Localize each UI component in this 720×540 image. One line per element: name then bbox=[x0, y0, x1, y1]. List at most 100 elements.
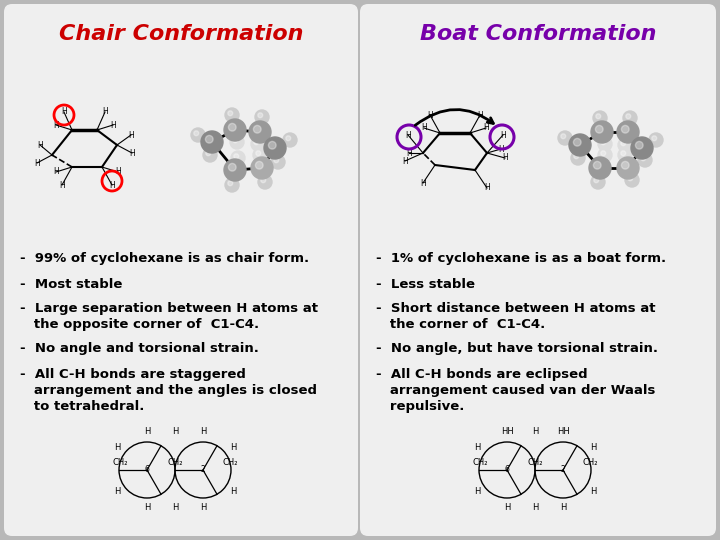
Text: H: H bbox=[172, 428, 178, 436]
Text: H: H bbox=[114, 488, 120, 496]
Text: 2: 2 bbox=[561, 465, 565, 475]
Text: H: H bbox=[59, 180, 65, 190]
Text: H: H bbox=[402, 157, 408, 165]
Circle shape bbox=[249, 121, 271, 143]
Circle shape bbox=[269, 141, 276, 149]
Circle shape bbox=[224, 119, 246, 141]
Text: H: H bbox=[61, 107, 67, 117]
Text: -  No angle and torsional strain.: - No angle and torsional strain. bbox=[20, 342, 259, 355]
Circle shape bbox=[561, 134, 566, 139]
Circle shape bbox=[228, 111, 233, 116]
Text: -  All C-H bonds are eclipsed
   arrangement caused van der Waals
   repulsive.: - All C-H bonds are eclipsed arrangement… bbox=[376, 368, 655, 413]
Text: -  Less stable: - Less stable bbox=[376, 278, 475, 291]
Circle shape bbox=[283, 133, 297, 147]
Circle shape bbox=[649, 133, 663, 147]
Circle shape bbox=[286, 136, 291, 141]
Text: H: H bbox=[128, 131, 134, 139]
Text: CH₂: CH₂ bbox=[112, 458, 127, 467]
Text: H: H bbox=[502, 153, 508, 163]
Circle shape bbox=[638, 153, 652, 167]
Text: H: H bbox=[590, 443, 596, 453]
Text: CH₂: CH₂ bbox=[472, 458, 487, 467]
Circle shape bbox=[574, 154, 579, 159]
Circle shape bbox=[233, 138, 238, 143]
Circle shape bbox=[569, 134, 591, 156]
Text: H: H bbox=[200, 428, 206, 436]
Circle shape bbox=[628, 176, 633, 181]
Text: 6: 6 bbox=[145, 465, 150, 475]
Circle shape bbox=[595, 125, 603, 133]
Text: H: H bbox=[34, 159, 40, 167]
Circle shape bbox=[598, 148, 612, 162]
Circle shape bbox=[251, 137, 265, 151]
Text: CH₂: CH₂ bbox=[582, 458, 598, 467]
FancyBboxPatch shape bbox=[360, 4, 716, 536]
Circle shape bbox=[231, 151, 245, 165]
Text: H: H bbox=[144, 503, 150, 512]
Text: 2: 2 bbox=[201, 465, 205, 475]
Text: H: H bbox=[129, 148, 135, 158]
Circle shape bbox=[228, 164, 236, 171]
Circle shape bbox=[594, 178, 599, 183]
Circle shape bbox=[635, 141, 643, 149]
Text: Boat Conformation: Boat Conformation bbox=[420, 24, 656, 44]
Text: H: H bbox=[115, 167, 121, 177]
Circle shape bbox=[253, 125, 261, 133]
Text: H: H bbox=[498, 145, 504, 153]
Circle shape bbox=[261, 178, 266, 183]
Text: -  All C-H bonds are staggered
   arrangement and the angles is closed
   to tet: - All C-H bonds are staggered arrangemen… bbox=[20, 368, 317, 413]
Text: -  No angle, but have torsional strain.: - No angle, but have torsional strain. bbox=[376, 342, 658, 355]
Text: H: H bbox=[532, 503, 538, 512]
Circle shape bbox=[228, 181, 233, 186]
Text: H: H bbox=[474, 488, 480, 496]
Circle shape bbox=[591, 175, 605, 189]
Text: HH: HH bbox=[557, 428, 570, 436]
Circle shape bbox=[191, 128, 205, 142]
Text: H: H bbox=[477, 111, 483, 119]
Text: H: H bbox=[114, 443, 120, 453]
Text: H: H bbox=[420, 179, 426, 187]
Text: -  Large separation between H atoms at
   the opposite corner of  C1-C4.: - Large separation between H atoms at th… bbox=[20, 302, 318, 331]
Circle shape bbox=[256, 161, 263, 169]
Circle shape bbox=[258, 175, 272, 189]
Text: H: H bbox=[144, 428, 150, 436]
Circle shape bbox=[234, 154, 239, 159]
Circle shape bbox=[258, 113, 263, 118]
Circle shape bbox=[274, 158, 279, 163]
Text: H: H bbox=[102, 107, 108, 117]
Text: H: H bbox=[500, 131, 506, 139]
Text: H: H bbox=[53, 167, 59, 177]
Text: CH₂: CH₂ bbox=[222, 458, 238, 467]
Text: H: H bbox=[406, 148, 412, 158]
Text: H: H bbox=[53, 120, 59, 130]
Text: H: H bbox=[109, 180, 115, 190]
Circle shape bbox=[264, 137, 286, 159]
Text: CH₂: CH₂ bbox=[527, 458, 543, 467]
Circle shape bbox=[256, 151, 261, 156]
Circle shape bbox=[617, 157, 639, 179]
Text: H: H bbox=[405, 131, 411, 139]
Circle shape bbox=[641, 156, 646, 161]
Circle shape bbox=[618, 138, 632, 152]
Circle shape bbox=[571, 151, 585, 165]
Circle shape bbox=[194, 131, 199, 136]
Circle shape bbox=[621, 151, 626, 156]
Text: H: H bbox=[483, 124, 489, 132]
Text: H: H bbox=[200, 503, 206, 512]
Text: -  99% of cyclohexane is as chair form.: - 99% of cyclohexane is as chair form. bbox=[20, 252, 309, 265]
Circle shape bbox=[626, 114, 631, 119]
Text: H: H bbox=[172, 503, 178, 512]
Circle shape bbox=[228, 124, 236, 131]
Circle shape bbox=[618, 148, 632, 162]
Text: H: H bbox=[421, 124, 427, 132]
Circle shape bbox=[621, 125, 629, 133]
Text: H: H bbox=[484, 184, 490, 192]
Circle shape bbox=[621, 161, 629, 169]
Text: H: H bbox=[560, 503, 566, 512]
Circle shape bbox=[625, 173, 639, 187]
Text: HH: HH bbox=[500, 428, 513, 436]
Text: H: H bbox=[230, 443, 236, 453]
Circle shape bbox=[652, 136, 657, 141]
Circle shape bbox=[251, 157, 273, 179]
Text: H: H bbox=[37, 140, 43, 150]
